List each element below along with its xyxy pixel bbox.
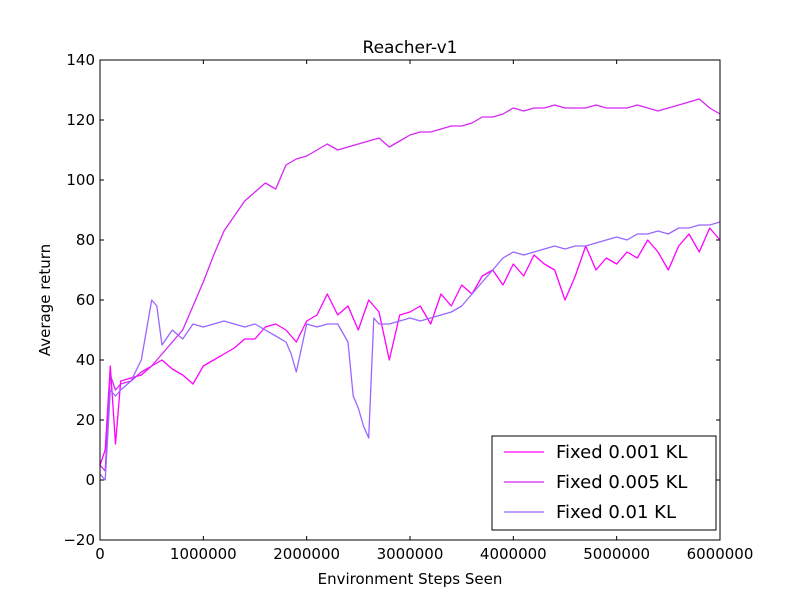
y-tick-label: −20 [63, 531, 95, 549]
legend: Fixed 0.001 KL Fixed 0.005 KL Fixed 0.01… [491, 435, 717, 531]
y-tick-label: 80 [76, 231, 95, 249]
x-tick-label: 4000000 [480, 545, 547, 563]
legend-label-fixed-0005-kl: Fixed 0.005 KL [556, 472, 687, 493]
y-tick-label: 120 [66, 111, 95, 129]
y-tick-label: 140 [66, 51, 95, 69]
y-tick-label: 40 [76, 351, 95, 369]
series-line-fixed-0005-kl [99, 98, 721, 472]
x-tick-label: 1000000 [170, 545, 237, 563]
x-tick-label: 3000000 [377, 545, 444, 563]
axis-ticks: 0 1000000 2000000 3000000 4000000 5000000 6000… [63, 51, 753, 563]
series-line-fixed-0001-kl [99, 227, 721, 466]
x-axis-label: Environment Steps Seen [318, 570, 503, 588]
legend-label-fixed-0001-kl: Fixed 0.001 KL [556, 442, 687, 463]
x-tick-label: 6000000 [687, 545, 754, 563]
series-lines [99, 98, 721, 481]
y-tick-label: 60 [76, 291, 95, 309]
x-tick-label: 2000000 [273, 545, 340, 563]
series-line-fixed-001-kl [99, 221, 721, 481]
legend-label-fixed-001-kl: Fixed 0.01 KL [556, 502, 676, 523]
plot-frame [99, 59, 721, 541]
y-tick-label: 20 [76, 411, 95, 429]
y-axis-label: Average return [36, 244, 54, 356]
chart-title: Reacher-v1 [363, 38, 458, 58]
x-tick-label: 0 [95, 545, 105, 563]
y-tick-label: 100 [66, 171, 95, 189]
x-tick-label: 5000000 [583, 545, 650, 563]
y-tick-label: 0 [85, 471, 95, 489]
